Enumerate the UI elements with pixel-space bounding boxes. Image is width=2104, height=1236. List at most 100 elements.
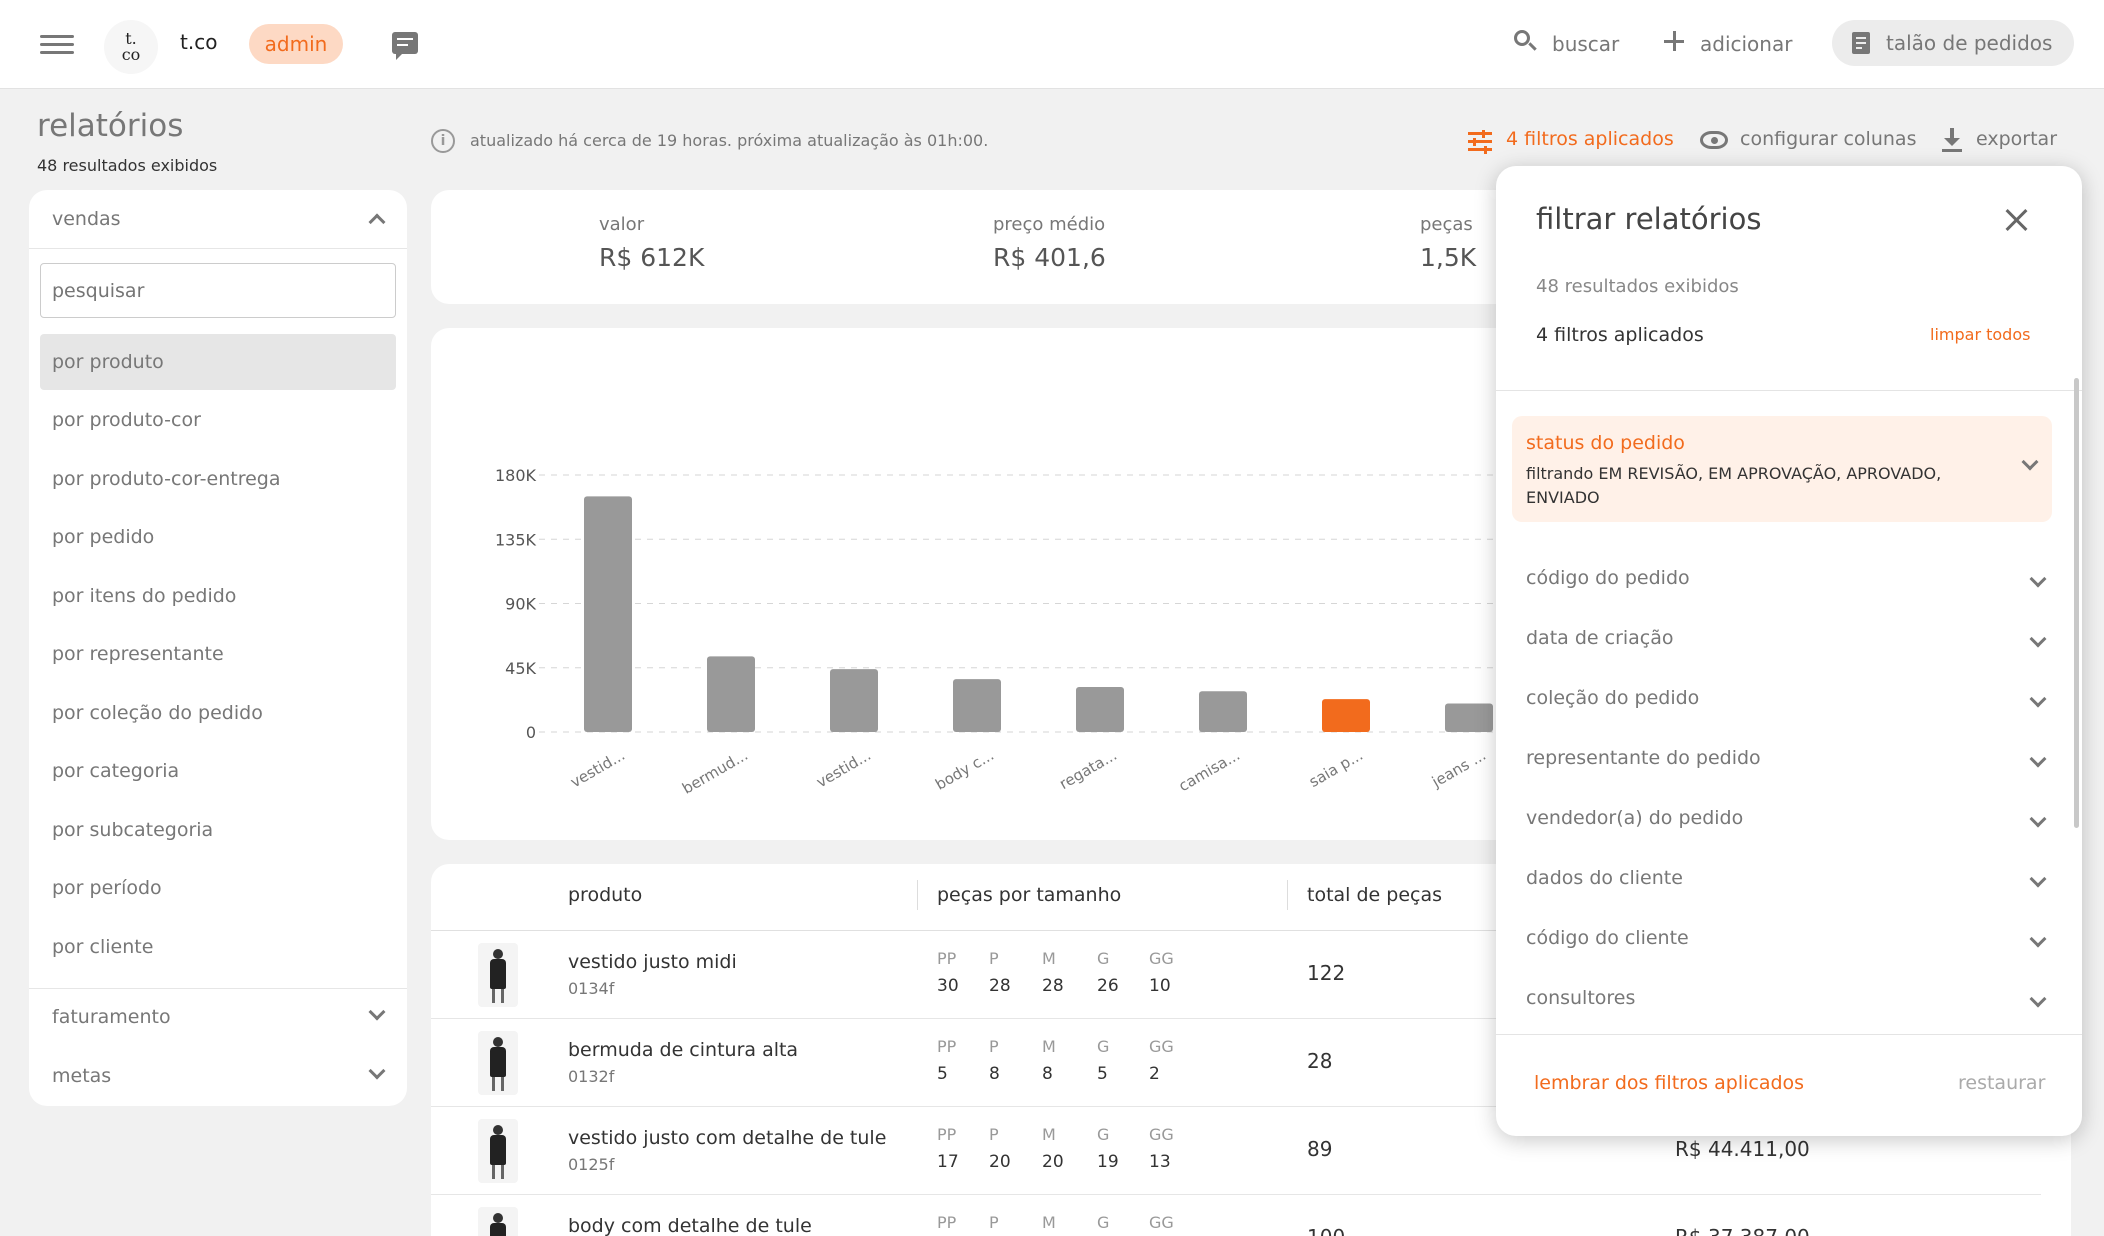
bar[interactable] — [584, 496, 632, 732]
kpi-value: valor R$ 612K — [599, 214, 704, 272]
menu-icon[interactable] — [40, 30, 74, 58]
header-sizes[interactable]: peças por tamanho — [937, 884, 1122, 906]
section-sales[interactable]: vendas — [29, 190, 407, 248]
clear-all-button[interactable]: limpar todos — [1930, 325, 2031, 344]
filter-creation-date[interactable]: data de criação — [1526, 627, 2052, 667]
sidebar-item-por-categoria[interactable]: por categoria — [52, 760, 180, 782]
divider — [29, 248, 407, 249]
top-bar: t. co t.co admin buscar adicionar talão d… — [0, 0, 2104, 89]
sidebar-item-por-representante[interactable]: por representante — [52, 643, 224, 665]
size-label: M — [1042, 949, 1056, 968]
product-thumbnail[interactable] — [478, 1031, 518, 1095]
bar[interactable] — [1199, 691, 1247, 732]
filter-sliders-icon[interactable] — [1468, 130, 1492, 154]
filter-order-seller[interactable]: vendedor(a) do pedido — [1526, 807, 2052, 847]
bar[interactable] — [1076, 687, 1124, 732]
product-thumbnail[interactable] — [478, 1207, 518, 1236]
y-tick-label: 135K — [495, 530, 537, 549]
size-cell: GG — [1149, 1213, 1189, 1236]
product-thumbnail[interactable] — [478, 943, 518, 1007]
plus-icon[interactable] — [1664, 31, 1684, 51]
filter-client-data[interactable]: dados do cliente — [1526, 867, 2052, 907]
configure-columns-button[interactable]: configurar colunas — [1740, 128, 1917, 150]
sidebar-item-por-cliente[interactable]: por cliente — [52, 936, 154, 958]
restore-button[interactable]: restaurar — [1958, 1072, 2046, 1094]
order-pad-button[interactable]: talão de pedidos — [1832, 20, 2074, 66]
table-row[interactable]: body com detalhe de tulePPPMGGG100R$ 37.… — [431, 1195, 2041, 1236]
section-billing[interactable]: faturamento — [29, 988, 407, 1046]
sidebar-item-por-produto-cor[interactable]: por produto-cor — [52, 409, 201, 431]
eye-icon[interactable] — [1700, 131, 1728, 149]
document-icon — [1852, 32, 1870, 54]
size-quantity: 28 — [1042, 976, 1064, 996]
size-label: PP — [937, 1213, 957, 1232]
row-value: R$ 37.387,00 — [1675, 1225, 1810, 1236]
size-cell: P 28 — [989, 949, 1029, 996]
section-goals[interactable]: metas — [29, 1047, 407, 1105]
sidebar-item-por-subcategoria[interactable]: por subcategoria — [52, 819, 214, 841]
download-icon[interactable] — [1942, 128, 1962, 152]
filter-client-code[interactable]: código do cliente — [1526, 927, 2052, 967]
kpi-number: 1,5K — [1420, 243, 1477, 272]
size-cell: GG 13 — [1149, 1125, 1189, 1172]
header-total[interactable]: total de peças — [1307, 884, 1443, 906]
size-label: GG — [1149, 1037, 1174, 1056]
filter-order-status[interactable]: status do pedido filtrando EM REVISÃO, E… — [1512, 416, 2052, 522]
bar[interactable] — [1322, 699, 1370, 732]
filter-order-collection[interactable]: coleção do pedido — [1526, 687, 2052, 727]
size-cell: P — [989, 1213, 1029, 1236]
brand-logo[interactable]: t. co — [104, 20, 158, 74]
header-product[interactable]: produto — [568, 884, 643, 906]
sidebar-item-por-itens-do-pedido[interactable]: por itens do pedido — [52, 585, 237, 607]
total-pieces: 122 — [1307, 961, 1346, 985]
table-row[interactable]: vestido justo com detalhe de tule 0125f PP… — [431, 1107, 2041, 1195]
bar[interactable] — [830, 669, 878, 732]
add-button[interactable]: adicionar — [1700, 32, 1793, 56]
x-tick-label: vestid... — [567, 746, 628, 791]
size-label: G — [1097, 1125, 1110, 1144]
close-icon[interactable] — [2004, 208, 2028, 232]
filter-consultants[interactable]: consultores — [1526, 987, 2052, 1027]
filter-order-representative[interactable]: representante do pedido — [1526, 747, 2052, 787]
bar[interactable] — [707, 656, 755, 732]
table-row[interactable]: vestido justo midi 0134f PP 30 P 28 M 28 G 26 GG 10… — [431, 931, 2041, 1019]
bar[interactable] — [953, 679, 1001, 732]
section-billing-label: faturamento — [52, 1006, 171, 1028]
filter-label: consultores — [1526, 987, 1636, 1009]
chat-icon[interactable] — [392, 32, 418, 60]
filter-label: representante do pedido — [1526, 747, 1761, 769]
bar[interactable] — [1445, 703, 1493, 732]
size-label: GG — [1149, 949, 1174, 968]
product-name: bermuda de cintura alta — [568, 1039, 799, 1061]
search-icon[interactable] — [1514, 30, 1537, 52]
search-button[interactable]: buscar — [1552, 32, 1620, 56]
remember-filters-button[interactable]: lembrar dos filtros aplicados — [1534, 1072, 1805, 1094]
admin-badge[interactable]: admin — [249, 24, 343, 64]
filters-applied-button[interactable]: 4 filtros aplicados — [1506, 128, 1674, 150]
sidebar-item-por-pedido[interactable]: por pedido — [52, 526, 155, 548]
sidebar-item-por-produto[interactable]: por produto — [40, 334, 396, 390]
export-button[interactable]: exportar — [1976, 128, 2058, 150]
size-cell: PP 17 — [937, 1125, 977, 1172]
sidebar-item-por-produto-cor-entrega[interactable]: por produto-cor-entrega — [52, 468, 281, 490]
size-quantity: 28 — [989, 976, 1011, 996]
size-label: P — [989, 1125, 999, 1144]
y-tick-label: 90K — [505, 595, 536, 614]
size-label: M — [1042, 1213, 1056, 1232]
size-cell: M — [1042, 1213, 1082, 1236]
filter-panel-scrollbar[interactable] — [2074, 378, 2079, 828]
table-row[interactable]: bermuda de cintura alta 0132f PP 5 P 8 M 8 G 5 GG 2… — [431, 1019, 2041, 1107]
size-label: P — [989, 1037, 999, 1056]
filter-panel-title: filtrar relatórios — [1536, 202, 1762, 236]
sidebar-search-input[interactable] — [40, 263, 396, 318]
filter-label: dados do cliente — [1526, 867, 1683, 889]
sidebar-item-por-periodo[interactable]: por período — [52, 877, 162, 899]
filter-label: vendedor(a) do pedido — [1526, 807, 1744, 829]
size-quantity: 8 — [1042, 1064, 1053, 1084]
product-thumbnail[interactable] — [478, 1119, 518, 1183]
row-value: R$ 44.411,00 — [1675, 1137, 1810, 1161]
filter-order-code[interactable]: código do pedido — [1526, 567, 2052, 607]
filter-panel: filtrar relatórios 48 resultados exibido… — [1496, 166, 2082, 1136]
sidebar-item-por-colecao-do-pedido[interactable]: por coleção do pedido — [52, 702, 263, 724]
